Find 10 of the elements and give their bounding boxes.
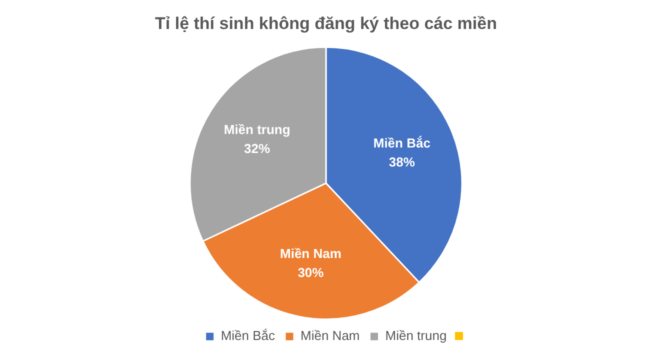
data-label: 38%: [388, 154, 416, 170]
slice-label: Miền trung: [224, 122, 290, 138]
slice-label: Miền Bắc: [373, 136, 430, 151]
slice-label: Miền Nam: [280, 246, 342, 261]
chart-title: Tỉ lệ thí sinh không đăng ký theo các miền: [155, 14, 497, 33]
data-label: 30%: [298, 264, 324, 280]
legend-label: Miền Bắc: [220, 328, 276, 344]
legend-label: Miền Nam: [300, 328, 360, 344]
legend-label: Miền trung: [385, 328, 447, 344]
data-label: 32%: [244, 141, 271, 156]
